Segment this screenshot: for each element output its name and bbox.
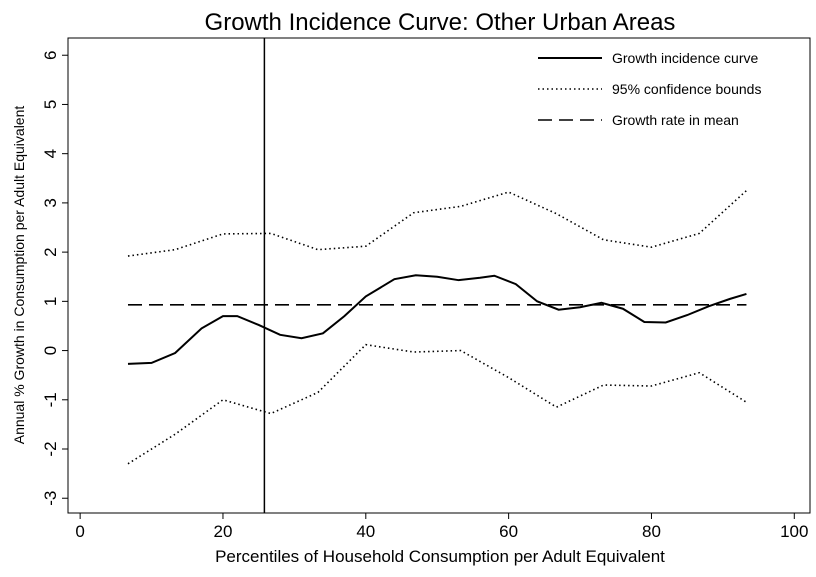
y-axis-label: Annual % Growth in Consumption per Adult… (11, 106, 27, 445)
line-solid (127, 274, 747, 365)
line-dotted (127, 343, 747, 465)
y-tick-label: 2 (41, 247, 60, 256)
x-tick-label: 80 (642, 522, 661, 541)
y-tick-label: 5 (41, 100, 60, 109)
plot-frame (67, 37, 811, 514)
y-tick-label: 1 (41, 297, 60, 306)
x-tick-label: 60 (499, 522, 518, 541)
legend-label: Growth rate in mean (612, 112, 739, 128)
x-tick-label: 40 (356, 522, 375, 541)
y-tick-label: 3 (41, 198, 60, 207)
y-tick-label: -1 (41, 392, 60, 407)
y-tick-label: -2 (41, 441, 60, 456)
x-tick-label: 20 (214, 522, 233, 541)
y-tick-label: 4 (41, 149, 60, 158)
x-tick-label: 100 (780, 522, 808, 541)
x-axis-label: Percentiles of Household Consumption per… (215, 547, 665, 566)
legend-label: 95% confidence bounds (612, 81, 761, 97)
y-tick-label: -3 (41, 491, 60, 506)
x-tick-label: 0 (75, 522, 84, 541)
chart-title: Growth Incidence Curve: Other Urban Area… (205, 9, 676, 36)
legend-label: Growth incidence curve (612, 50, 759, 66)
line-dotted (127, 189, 747, 257)
y-tick-label: 0 (41, 346, 60, 355)
y-tick-label: 6 (41, 50, 60, 59)
